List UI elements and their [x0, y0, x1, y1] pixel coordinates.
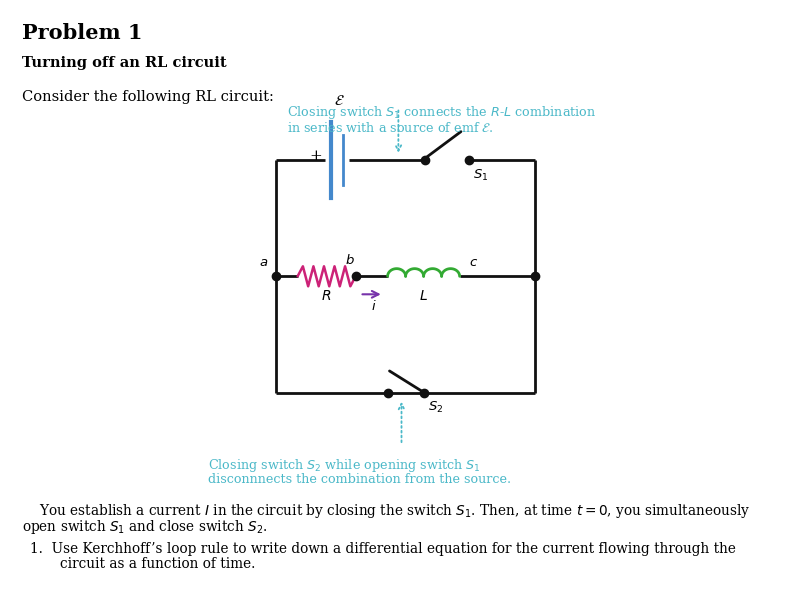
Text: $c$: $c$ [469, 256, 478, 269]
Text: +: + [309, 149, 322, 163]
Text: $a$: $a$ [259, 256, 268, 269]
Text: $L$: $L$ [419, 289, 428, 303]
Text: $b$: $b$ [345, 254, 355, 267]
Text: circuit as a function of time.: circuit as a function of time. [60, 557, 256, 571]
Text: Turning off an RL circuit: Turning off an RL circuit [22, 56, 227, 71]
Text: $S_1$: $S_1$ [473, 168, 489, 183]
Text: $i$: $i$ [371, 299, 376, 313]
Text: in series with a source of emf $\mathcal{E}$.: in series with a source of emf $\mathcal… [287, 121, 493, 135]
Text: $R$: $R$ [322, 289, 332, 303]
Text: Closing switch $S_2$ while opening switch $S_1$: Closing switch $S_2$ while opening switc… [208, 457, 481, 474]
Text: Consider the following RL circuit:: Consider the following RL circuit: [22, 90, 274, 104]
Text: $S_2$: $S_2$ [428, 400, 443, 414]
Text: You establish a current $I$ in the circuit by closing the switch $S_1$. Then, at: You establish a current $I$ in the circu… [22, 502, 751, 520]
Text: Closing switch $S_1$ connects the $R$-$L$ combination: Closing switch $S_1$ connects the $R$-$L… [287, 104, 596, 122]
Text: $\mathcal{E}$: $\mathcal{E}$ [334, 94, 345, 107]
Text: open switch $S_1$ and close switch $S_2$.: open switch $S_1$ and close switch $S_2$… [22, 518, 268, 535]
Text: 1.  Use Kerchhoff’s loop rule to write down a differential equation for the curr: 1. Use Kerchhoff’s loop rule to write do… [30, 542, 736, 556]
Text: Problem 1: Problem 1 [22, 23, 143, 44]
Text: disconnnects the combination from the source.: disconnnects the combination from the so… [208, 473, 511, 486]
